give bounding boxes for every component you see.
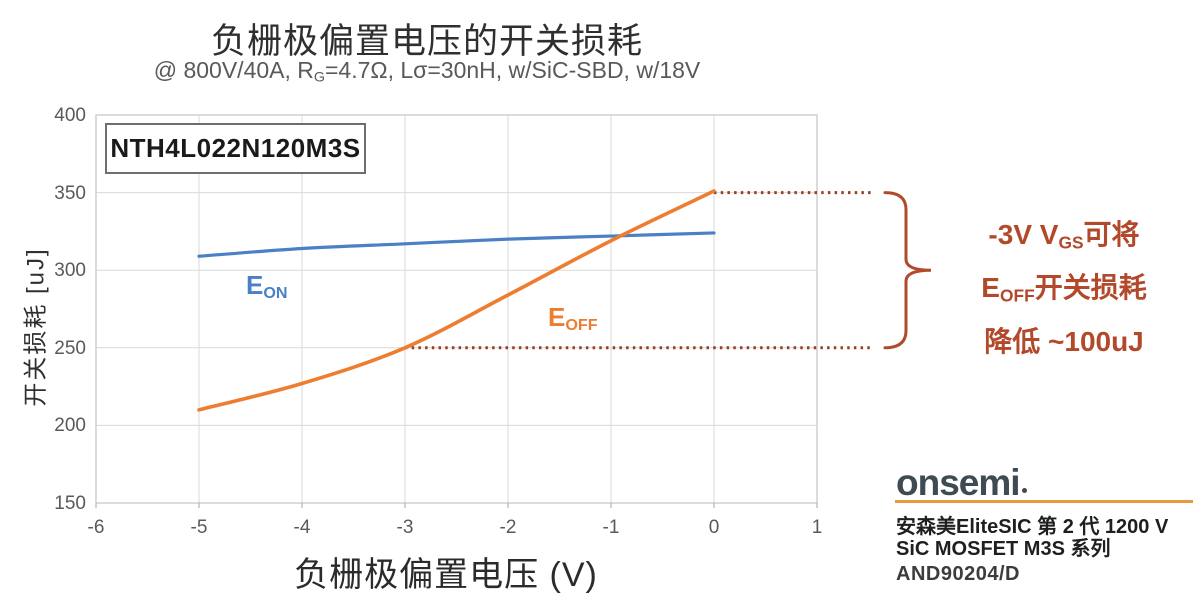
- series-label-eon-sub: ON: [263, 284, 288, 303]
- x-axis-title: 负栅极偏置电压 (V): [294, 556, 598, 594]
- device-label: NTH4L022N120M3S: [110, 133, 361, 163]
- annotation-line-2: EOFF开关损耗: [944, 265, 1184, 318]
- chart-subtitle: @ 800V/40A, RG=4.7Ω, Lσ=30nH, w/SiC-SBD,…: [97, 57, 757, 86]
- x-tick-label: -4: [293, 517, 311, 538]
- footer-doc-id: AND90204/D: [896, 563, 1020, 585]
- curly-brace-icon: [883, 191, 932, 350]
- device-label-box: NTH4L022N120M3S: [105, 123, 366, 174]
- x-tick-label: 1: [811, 517, 823, 538]
- subtitle-pre: @ 800V/40A, R: [153, 57, 314, 83]
- onsemi-logo: onsemi: [896, 464, 1027, 501]
- annotation-line-2-sub: OFF: [999, 285, 1035, 306]
- series-line-EON: [197, 231, 716, 258]
- series-label-eon: EON: [246, 270, 288, 303]
- series-label-eoff: EOFF: [548, 302, 598, 335]
- plot-frame: [95, 114, 818, 504]
- x-tick-label: -6: [87, 517, 105, 538]
- footer-product-line2: SiC MOSFET M3S 系列: [896, 538, 1111, 560]
- footer-product-line1: 安森美EliteSIC 第 2 代 1200 V: [896, 516, 1169, 538]
- annotation-line-3-pre: 降低 ~100uJ: [984, 325, 1144, 357]
- annotation-line-2-post: 开关损耗: [1034, 272, 1147, 304]
- annotation-text: -3V VGS可将 EOFF开关损耗 降低 ~100uJ: [944, 212, 1184, 372]
- series-label-eon-main: E: [246, 270, 264, 300]
- page-title: 负栅极偏置电压的开关损耗: [210, 22, 643, 61]
- subtitle-post: =4.7Ω, Lσ=30nH, w/SiC-SBD, w/18V: [324, 57, 701, 83]
- x-tick-label: -3: [396, 517, 414, 538]
- annotation-line-1: -3V VGS可将: [944, 212, 1184, 265]
- y-tick-label: 400: [54, 105, 86, 126]
- y-tick-label: 200: [54, 415, 86, 437]
- subtitle-subscript: G: [313, 69, 325, 86]
- annotation-line-1-sub: GS: [1058, 232, 1084, 253]
- x-tick-label: -5: [190, 517, 208, 538]
- series-label-eoff-main: E: [548, 302, 566, 332]
- y-tick-label: 300: [54, 260, 86, 282]
- annotation-line-3: 降低 ~100uJ: [944, 319, 1184, 372]
- x-tick-label: 0: [708, 517, 720, 538]
- onsemi-logo-text: onsemi: [896, 462, 1021, 503]
- footer-divider: [895, 500, 1193, 503]
- logo-trademark-dot-icon: [1021, 488, 1027, 493]
- y-tick-label: 150: [54, 493, 86, 514]
- x-tick-label: -2: [499, 517, 517, 538]
- series-label-eoff-sub: OFF: [565, 316, 598, 335]
- y-tick-label: 250: [54, 337, 86, 359]
- y-tick-label: 350: [54, 182, 86, 204]
- x-tick-label: -1: [602, 517, 620, 538]
- annotation-line-2-pre: E: [981, 272, 1000, 304]
- annotation-line-1-pre: -3V V: [988, 219, 1059, 250]
- annotation-line-1-post: 可将: [1083, 219, 1140, 250]
- series-line-EOFF: [197, 189, 716, 412]
